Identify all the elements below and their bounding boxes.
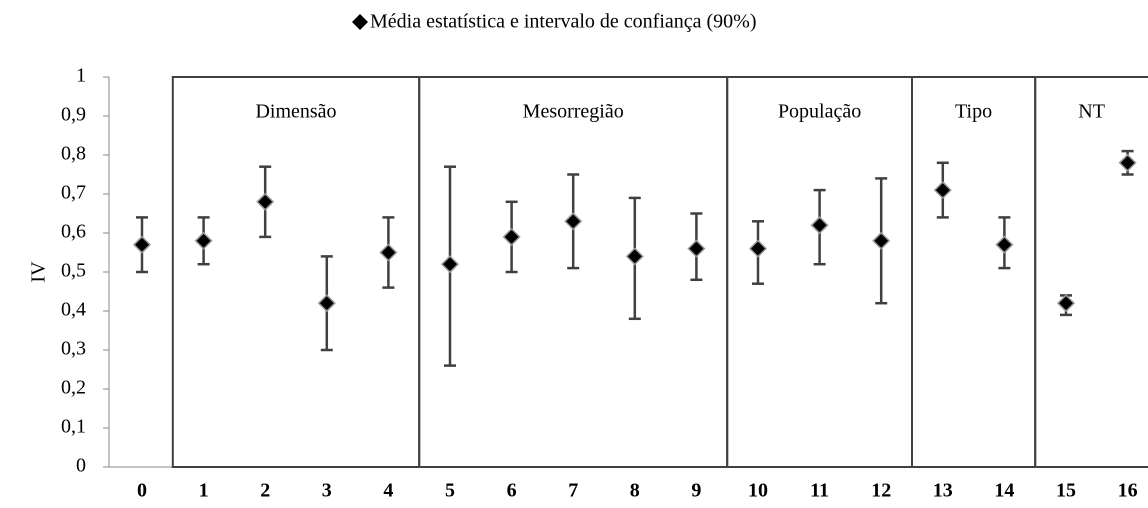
y-tick-label: 0,9 bbox=[61, 104, 86, 126]
y-tick-label: 0,6 bbox=[61, 221, 86, 243]
x-tick-label: 3 bbox=[322, 480, 332, 502]
mean-marker bbox=[995, 235, 1014, 254]
x-tick-label: 15 bbox=[1056, 480, 1076, 502]
x-tick-label: 13 bbox=[933, 480, 953, 502]
mean-marker bbox=[1056, 294, 1076, 313]
x-tick-label: 5 bbox=[445, 480, 455, 502]
x-tick-label: 12 bbox=[871, 480, 891, 502]
mean-marker bbox=[502, 227, 521, 246]
mean-marker bbox=[317, 294, 336, 313]
group-box bbox=[726, 76, 914, 468]
x-tick-label: 11 bbox=[810, 480, 829, 502]
y-tick-label: 0,2 bbox=[61, 377, 86, 399]
x-tick-label: 0 bbox=[137, 480, 147, 502]
y-tick-label: 0 bbox=[76, 455, 86, 477]
group-label: População bbox=[778, 101, 861, 123]
mean-marker bbox=[810, 216, 829, 235]
y-tick-label: 1 bbox=[76, 65, 86, 87]
mean-marker bbox=[379, 243, 398, 262]
x-tick-label: 14 bbox=[994, 480, 1014, 502]
mean-marker bbox=[687, 239, 706, 258]
x-tick-label: 1 bbox=[199, 480, 209, 502]
mean-marker bbox=[872, 231, 891, 250]
y-tick-label: 0,3 bbox=[61, 338, 86, 360]
group-box bbox=[1034, 76, 1148, 468]
x-tick-label: 6 bbox=[507, 480, 517, 502]
y-tick-label: 0,8 bbox=[61, 143, 86, 165]
x-tick-label: 9 bbox=[691, 480, 701, 502]
group-label: Mesorregião bbox=[523, 101, 624, 123]
mean-marker bbox=[933, 181, 952, 200]
x-tick-label: 7 bbox=[568, 480, 578, 502]
group-label: Dimensão bbox=[255, 101, 336, 123]
mean-marker bbox=[1118, 153, 1137, 172]
mean-marker bbox=[625, 247, 644, 266]
x-tick-label: 4 bbox=[383, 480, 393, 502]
mean-marker bbox=[256, 192, 275, 211]
y-axis-label: IV bbox=[28, 261, 50, 283]
y-tick-label: 0,1 bbox=[61, 416, 86, 438]
legend-label: Média estatística e intervalo de confian… bbox=[370, 11, 757, 33]
x-tick-label: 8 bbox=[630, 480, 640, 502]
x-tick-label: 2 bbox=[260, 480, 270, 502]
x-tick-label: 16 bbox=[1118, 480, 1138, 502]
mean-marker bbox=[564, 212, 583, 231]
y-tick-label: 0,7 bbox=[61, 182, 86, 204]
y-tick-label: 0,4 bbox=[61, 299, 86, 321]
group-box bbox=[911, 76, 1037, 468]
group-box bbox=[418, 76, 729, 468]
x-tick-label: 10 bbox=[748, 480, 768, 502]
mean-marker bbox=[132, 235, 152, 254]
group-label: Tipo bbox=[955, 101, 992, 123]
y-tick-label: 0,5 bbox=[61, 260, 86, 282]
mean-marker bbox=[194, 231, 213, 250]
mean-marker bbox=[440, 255, 460, 274]
mean-marker bbox=[748, 239, 768, 258]
legend-marker bbox=[352, 14, 368, 30]
group-box bbox=[171, 76, 421, 468]
group-label: NT bbox=[1078, 101, 1105, 123]
